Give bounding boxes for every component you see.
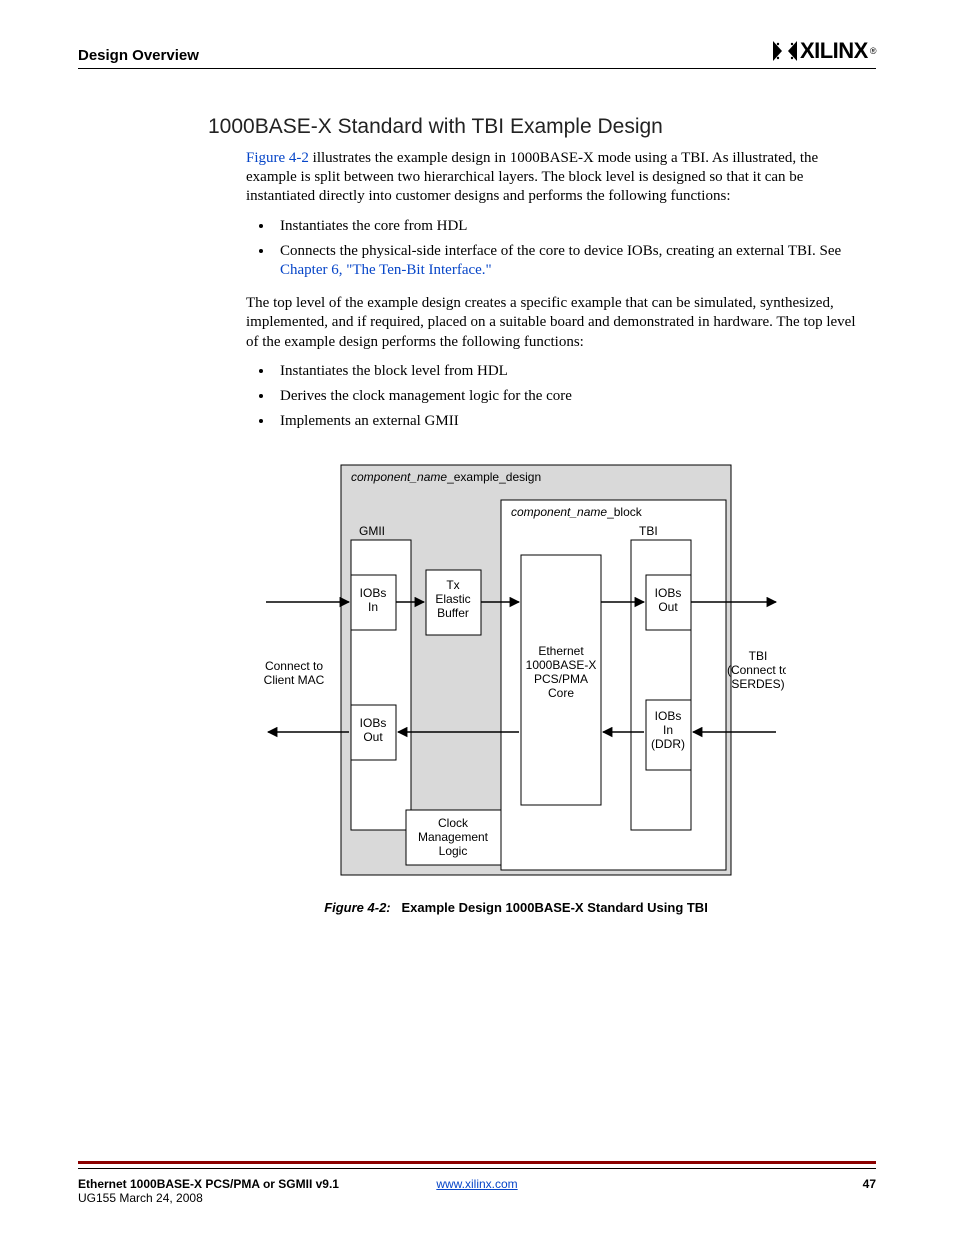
svg-text:IOBs: IOBs xyxy=(655,586,682,600)
svg-text:component_name_block: component_name_block xyxy=(511,505,643,519)
brand-logo: XILINX ® xyxy=(772,38,876,64)
footer-url-link[interactable]: www.xilinx.com xyxy=(436,1177,517,1191)
svg-text:1000BASE-X: 1000BASE-X xyxy=(526,658,597,672)
svg-text:Ethernet: Ethernet xyxy=(538,644,584,658)
svg-text:Elastic: Elastic xyxy=(435,592,470,606)
svg-text:IOBs: IOBs xyxy=(655,709,682,723)
list-item: Implements an external GMII xyxy=(274,412,866,431)
svg-text:In: In xyxy=(368,600,378,614)
list-item: Instantiates the core from HDL xyxy=(274,217,866,236)
svg-text:IOBs: IOBs xyxy=(360,586,387,600)
svg-text:Tx: Tx xyxy=(446,578,459,592)
header-section-label: Design Overview xyxy=(78,47,199,64)
page-footer: Ethernet 1000BASE-X PCS/PMA or SGMII v9.… xyxy=(78,1177,876,1205)
svg-text:component_name_example_design: component_name_example_design xyxy=(351,470,541,484)
page-header: Design Overview XILINX ® xyxy=(78,38,876,69)
figure-ref-link[interactable]: Figure 4-2 xyxy=(246,150,309,166)
bullet-list-2: Instantiates the block level from HDL De… xyxy=(254,362,866,432)
chapter-link[interactable]: Chapter 6, "The Ten-Bit Interface." xyxy=(280,262,492,278)
svg-text:TBI: TBI xyxy=(749,649,768,663)
svg-text:SERDES): SERDES) xyxy=(731,677,784,691)
list-item: Instantiates the block level from HDL xyxy=(274,362,866,381)
svg-text:Out: Out xyxy=(363,730,383,744)
svg-text:Buffer: Buffer xyxy=(437,606,469,620)
paragraph-1-text: illustrates the example design in 1000BA… xyxy=(246,150,818,204)
list-item: Connects the physical-side interface of … xyxy=(274,242,866,280)
footer-url-wrap: www.xilinx.com xyxy=(78,1177,876,1191)
figure-title: Example Design 1000BASE-X Standard Using… xyxy=(402,900,708,915)
svg-text:Management: Management xyxy=(418,830,489,844)
footer-doc-sub: UG155 March 24, 2008 xyxy=(78,1191,203,1205)
figure-caption: Figure 4-2: Example Design 1000BASE-X St… xyxy=(246,900,786,915)
xilinx-logo-icon xyxy=(772,40,798,62)
figure-4-2: component_name_example_design component_… xyxy=(246,455,876,890)
svg-text:(DDR): (DDR) xyxy=(651,737,685,751)
figure-number: Figure 4-2: xyxy=(324,900,390,915)
svg-text:IOBs: IOBs xyxy=(360,716,387,730)
footer-rules xyxy=(78,1161,876,1169)
svg-text:GMII: GMII xyxy=(359,524,385,538)
brand-text: XILINX xyxy=(800,38,868,64)
svg-text:PCS/PMA: PCS/PMA xyxy=(534,672,588,686)
section-heading: 1000BASE-X Standard with TBI Example Des… xyxy=(208,115,876,139)
paragraph-2: The top level of the example design crea… xyxy=(246,294,866,352)
svg-text:Client MAC: Client MAC xyxy=(264,673,325,687)
list-item: Derives the clock management logic for t… xyxy=(274,387,866,406)
paragraph-1: Figure 4-2 illustrates the example desig… xyxy=(246,149,866,207)
svg-text:Core: Core xyxy=(548,686,574,700)
svg-text:Connect to: Connect to xyxy=(265,659,323,673)
bullet-text: Connects the physical-side interface of … xyxy=(280,243,841,259)
svg-text:(Connect to: (Connect to xyxy=(727,663,786,677)
registered-mark: ® xyxy=(870,46,876,56)
svg-text:Clock: Clock xyxy=(438,816,469,830)
svg-text:In: In xyxy=(663,723,673,737)
svg-text:Logic: Logic xyxy=(439,844,468,858)
svg-text:Out: Out xyxy=(658,600,678,614)
svg-text:TBI: TBI xyxy=(639,524,658,538)
bullet-list-1: Instantiates the core from HDL Connects … xyxy=(254,217,866,281)
